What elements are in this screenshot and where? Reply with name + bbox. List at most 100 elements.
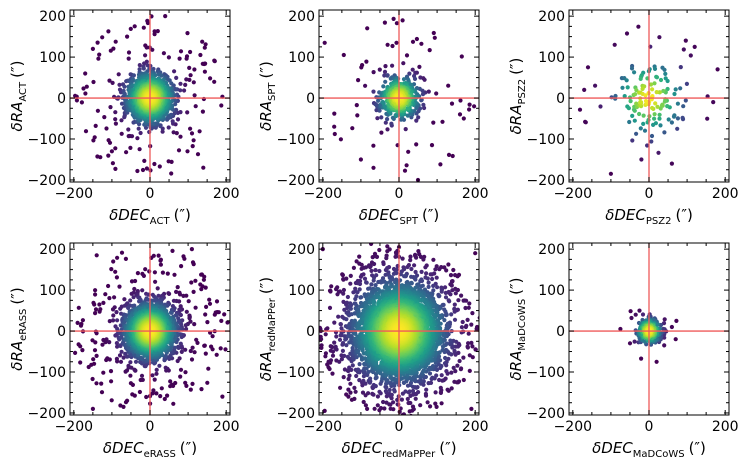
data-point — [78, 360, 83, 365]
data-point — [106, 153, 111, 158]
data-point — [107, 357, 112, 362]
data-point — [131, 295, 136, 300]
data-point — [163, 353, 168, 359]
data-point — [111, 46, 116, 51]
data-point — [656, 150, 661, 155]
data-point — [188, 348, 193, 354]
data-point — [178, 134, 183, 139]
data-point — [609, 95, 614, 100]
data-point — [202, 343, 207, 348]
data-point — [183, 82, 188, 87]
data-point — [626, 106, 632, 111]
data-point — [431, 30, 436, 36]
data-point — [166, 125, 171, 130]
data-point — [640, 86, 645, 91]
y-tick-label: −200 — [527, 173, 565, 189]
data-point — [659, 103, 665, 108]
data-point — [83, 129, 89, 134]
data-point — [188, 49, 193, 55]
data-point — [126, 56, 131, 61]
data-point — [401, 61, 406, 66]
data-point — [177, 292, 183, 297]
data-point — [643, 93, 648, 98]
data-point — [639, 100, 644, 105]
data-point — [103, 292, 108, 297]
data-point — [426, 89, 431, 94]
data-point — [212, 58, 217, 63]
data-point — [83, 71, 88, 76]
data-point — [461, 116, 466, 121]
data-point — [630, 138, 635, 143]
data-point — [76, 305, 81, 310]
data-point — [391, 16, 396, 21]
data-point — [665, 104, 670, 109]
data-point — [681, 47, 686, 52]
data-point — [158, 262, 163, 267]
data-point — [160, 270, 165, 275]
data-point — [101, 300, 106, 305]
data-point — [652, 116, 657, 121]
data-point — [117, 284, 122, 289]
data-point — [678, 86, 683, 91]
data-point — [75, 320, 80, 325]
data-point — [81, 86, 86, 91]
data-point — [93, 307, 99, 312]
data-point — [137, 147, 142, 152]
data-point — [132, 303, 137, 308]
data-point — [93, 311, 98, 316]
data-point — [114, 341, 119, 346]
data-point — [74, 98, 79, 103]
data-point — [78, 344, 83, 349]
data-point — [189, 357, 195, 362]
data-point — [83, 91, 88, 96]
data-point — [620, 85, 625, 90]
data-point — [446, 152, 452, 157]
x-tick-label: −200 — [554, 186, 592, 202]
data-point — [636, 24, 641, 29]
data-point — [113, 121, 118, 126]
data-point — [99, 381, 104, 386]
data-point — [158, 258, 163, 263]
data-point — [185, 149, 190, 154]
data-point — [407, 71, 412, 76]
data-point — [178, 374, 183, 379]
data-point — [633, 92, 638, 97]
data-point — [183, 380, 188, 385]
data-point — [140, 167, 146, 173]
data-point — [198, 52, 203, 58]
data-point — [97, 52, 102, 57]
data-point — [383, 79, 388, 84]
data-point — [382, 20, 387, 25]
data-point — [173, 102, 178, 107]
data-point — [109, 267, 114, 272]
data-point — [168, 379, 173, 384]
data-point — [159, 386, 164, 391]
data-point — [131, 73, 136, 78]
data-point — [715, 67, 720, 72]
data-point — [145, 20, 150, 26]
data-point — [143, 125, 149, 130]
data-point — [189, 247, 194, 252]
data-point — [200, 61, 205, 66]
data-point — [129, 279, 135, 284]
data-point — [121, 355, 126, 360]
data-point — [404, 53, 410, 58]
data-point — [174, 75, 179, 80]
data-point — [93, 288, 98, 293]
scatter-points-psz2 — [577, 24, 720, 176]
data-point — [457, 112, 463, 117]
y-tick-label: −100 — [28, 132, 66, 148]
data-point — [204, 304, 209, 309]
data-point — [112, 305, 117, 310]
data-point — [119, 349, 124, 354]
data-point — [655, 104, 660, 109]
data-point — [394, 21, 399, 26]
data-point — [128, 26, 133, 31]
data-point — [191, 80, 196, 85]
data-point — [110, 161, 115, 166]
data-point — [450, 153, 455, 159]
data-point — [222, 312, 227, 317]
y-tick-label: 0 — [556, 91, 565, 107]
data-point — [187, 316, 192, 321]
